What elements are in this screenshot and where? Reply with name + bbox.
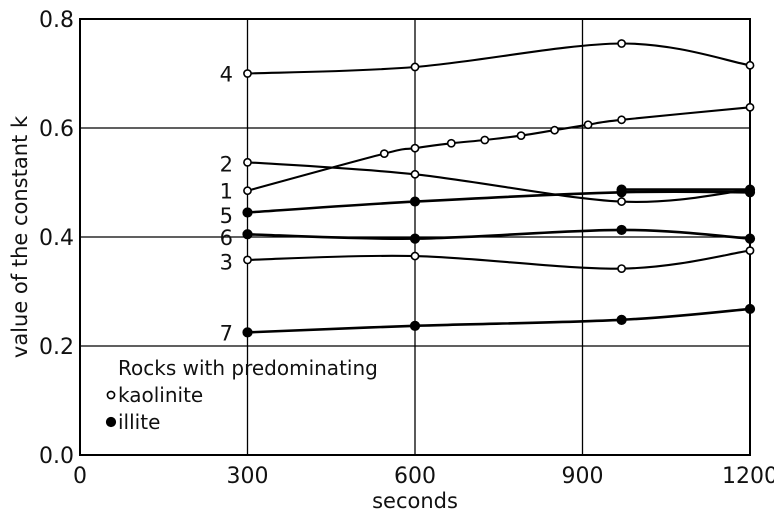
data-point-kaolinite: [379, 149, 389, 159]
data-point-kaolinite: [617, 264, 626, 274]
series-line-5: [247, 190, 751, 214]
data-point-illite: [409, 233, 421, 244]
series-line-2: [247, 161, 751, 203]
legend-marker-illite: [105, 416, 117, 428]
series-label-3: 3: [220, 251, 233, 275]
data-point-kaolinite: [745, 102, 755, 112]
series-label-1: 1: [220, 180, 233, 204]
y-tick-label: 0.4: [39, 226, 74, 251]
x-tick-label: 600: [394, 464, 436, 489]
series-label-5: 5: [220, 204, 233, 228]
x-tick-label: 1200: [722, 464, 774, 489]
data-point-kaolinite: [583, 120, 593, 130]
data-point-kaolinite: [617, 197, 626, 206]
data-point-kaolinite: [410, 143, 420, 153]
series-label-4: 4: [220, 63, 233, 87]
data-point-kaolinite: [550, 125, 559, 135]
data-point-kaolinite: [410, 169, 420, 179]
data-point-illite: [744, 233, 756, 244]
y-tick-label: 0.6: [39, 117, 74, 142]
x-tick-label: 300: [227, 464, 269, 489]
legend-title: Rocks with predominating: [118, 356, 378, 380]
legend-label-kaolinite: kaolinite: [118, 383, 203, 407]
data-point-kaolinite: [410, 62, 420, 72]
series-line-7: [247, 307, 751, 334]
data-point-illite: [242, 327, 253, 338]
series-label-2: 2: [220, 152, 233, 176]
data-point-kaolinite: [745, 60, 755, 70]
series-lines: [247, 42, 751, 334]
x-tick-label: 0: [73, 464, 87, 489]
y-axis-title: value of the constant k: [8, 115, 32, 358]
data-point-kaolinite: [410, 251, 420, 261]
data-point-kaolinite: [243, 186, 252, 196]
axis-ticks: 0 300 600 900 1200 0.0 0.2 0.4 0.6 0.8: [39, 8, 774, 489]
data-point-kaolinite: [446, 138, 456, 148]
legend-label-illite: illite: [118, 410, 160, 434]
y-tick-label: 0.2: [39, 335, 74, 360]
data-point-kaolinite: [516, 131, 526, 141]
data-point-kaolinite: [243, 69, 252, 78]
data-point-illite: [616, 314, 627, 325]
series-label-7: 7: [220, 321, 233, 345]
x-axis-title: seconds: [372, 489, 458, 513]
data-point-illite: [242, 229, 253, 240]
data-point-kaolinite: [617, 39, 626, 48]
series-line-4: [247, 42, 751, 75]
series-line-3: [247, 249, 751, 270]
data-point-kaolinite: [745, 246, 755, 256]
data-point-illite: [409, 320, 421, 331]
data-point-illite: [744, 187, 756, 198]
data-point-illite: [242, 207, 253, 218]
legend-marker-kaolinite: [106, 390, 116, 400]
data-point-kaolinite: [243, 157, 252, 167]
series-label-6: 6: [220, 226, 233, 250]
series-markers: [242, 39, 756, 338]
y-tick-label: 0.0: [39, 444, 74, 469]
data-point-illite: [616, 224, 627, 236]
data-point-illite: [616, 187, 627, 198]
data-point-kaolinite: [480, 135, 490, 145]
y-tick-label: 0.8: [39, 8, 74, 33]
data-point-illite: [744, 303, 756, 315]
x-tick-label: 900: [562, 464, 604, 489]
series-line-6: [247, 228, 751, 240]
series-line-unlabeled-1: [247, 106, 751, 192]
data-point-kaolinite: [617, 115, 626, 125]
data-point-illite: [409, 196, 421, 207]
data-point-kaolinite: [243, 255, 252, 265]
legend: Rocks with predominating kaolinite illit…: [105, 356, 378, 434]
